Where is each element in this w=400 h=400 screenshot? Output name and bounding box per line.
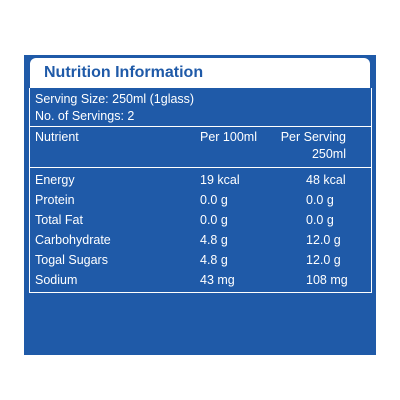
serving-size: Serving Size: 250ml (1glass) bbox=[35, 92, 195, 106]
divider bbox=[29, 126, 371, 127]
nutrient-name: Carbohydrate bbox=[35, 233, 111, 247]
nutrient-name: Total Fat bbox=[35, 213, 83, 227]
table-frame bbox=[29, 88, 372, 293]
title-bar: Nutrition Information bbox=[30, 58, 370, 88]
nutrient-value: 0.0 g bbox=[306, 193, 334, 207]
column-header: 250ml bbox=[311, 147, 346, 161]
nutrient-value: 0.0 g bbox=[200, 213, 228, 227]
nutrient-name: Togal Sugars bbox=[35, 253, 108, 267]
nutrient-value: 19 kcal bbox=[200, 173, 240, 187]
nutrient-value: 0.0 g bbox=[200, 193, 228, 207]
divider bbox=[29, 167, 371, 168]
nutrient-value: 48 kcal bbox=[306, 173, 346, 187]
nutrient-value: 4.8 g bbox=[200, 233, 228, 247]
serving-count: No. of Servings: 2 bbox=[35, 109, 135, 123]
nutrient-value: 12.0 g bbox=[306, 253, 341, 267]
column-header: Nutrient bbox=[35, 130, 79, 144]
nutrient-value: 43 mg bbox=[200, 273, 235, 287]
nutrient-value: 4.8 g bbox=[200, 253, 228, 267]
column-header: Per 100ml bbox=[200, 130, 257, 144]
title: Nutrition Information bbox=[44, 64, 204, 81]
nutrient-name: Protein bbox=[35, 193, 75, 207]
nutrient-value: 108 mg bbox=[306, 273, 348, 287]
nutrient-value: 0.0 g bbox=[306, 213, 334, 227]
column-header: Per Serving bbox=[280, 130, 346, 144]
nutrient-name: Energy bbox=[35, 173, 75, 187]
nutrient-name: Sodium bbox=[35, 273, 78, 287]
label-panel bbox=[24, 55, 376, 355]
nutrient-value: 12.0 g bbox=[306, 233, 341, 247]
